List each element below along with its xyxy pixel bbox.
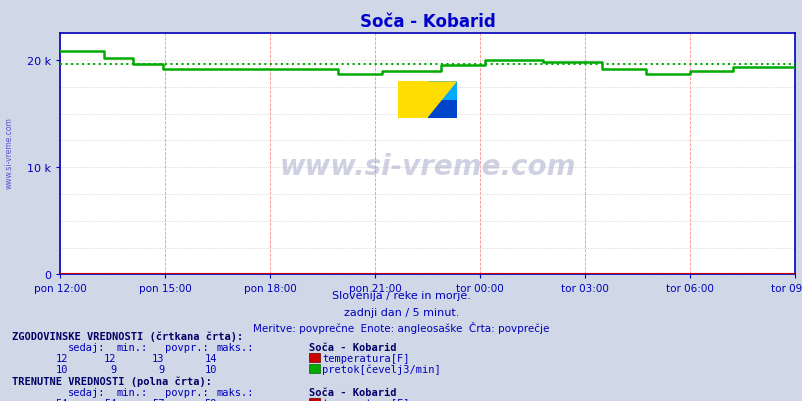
Bar — [398, 82, 427, 118]
Text: min.:: min.: — [116, 342, 148, 352]
Text: povpr.:: povpr.: — [164, 342, 208, 352]
Text: zadnji dan / 5 minut.: zadnji dan / 5 minut. — [343, 307, 459, 317]
Text: povpr.:: povpr.: — [164, 387, 208, 397]
Text: 14: 14 — [204, 353, 217, 363]
Text: ZGODOVINSKE VREDNOSTI (črtkana črta):: ZGODOVINSKE VREDNOSTI (črtkana črta): — [12, 330, 243, 341]
Text: www.si-vreme.com: www.si-vreme.com — [5, 117, 14, 188]
Text: 57: 57 — [152, 398, 164, 401]
Text: Meritve: povprečne  Enote: angleosaške  Črta: povprečje: Meritve: povprečne Enote: angleosaške Čr… — [253, 321, 549, 333]
Text: 9: 9 — [158, 365, 164, 375]
Text: 12: 12 — [103, 353, 116, 363]
Text: min.:: min.: — [116, 387, 148, 397]
Text: maks.:: maks.: — [217, 342, 254, 352]
Text: maks.:: maks.: — [217, 387, 254, 397]
Title: Soča - Kobarid: Soča - Kobarid — [359, 13, 495, 31]
Text: 9: 9 — [110, 365, 116, 375]
Bar — [427, 82, 456, 100]
Bar — [427, 100, 456, 118]
Text: 10: 10 — [55, 365, 68, 375]
Text: 59: 59 — [204, 398, 217, 401]
Polygon shape — [427, 82, 456, 118]
Text: 10: 10 — [204, 365, 217, 375]
Text: 54: 54 — [55, 398, 68, 401]
Text: 12: 12 — [55, 353, 68, 363]
Text: Soča - Kobarid: Soča - Kobarid — [309, 387, 396, 397]
Text: temperatura[F]: temperatura[F] — [322, 353, 409, 363]
Text: Soča - Kobarid: Soča - Kobarid — [309, 342, 396, 352]
Text: sedaj:: sedaj: — [68, 387, 106, 397]
Text: Slovenija / reke in morje.: Slovenija / reke in morje. — [332, 291, 470, 301]
Text: sedaj:: sedaj: — [68, 342, 106, 352]
Text: pretok[čevelj3/min]: pretok[čevelj3/min] — [322, 364, 440, 375]
Text: 54: 54 — [103, 398, 116, 401]
Text: 13: 13 — [152, 353, 164, 363]
Text: temperatura[F]: temperatura[F] — [322, 398, 409, 401]
Text: www.si-vreme.com: www.si-vreme.com — [279, 152, 575, 180]
Text: TRENUTNE VREDNOSTI (polna črta):: TRENUTNE VREDNOSTI (polna črta): — [12, 375, 212, 386]
